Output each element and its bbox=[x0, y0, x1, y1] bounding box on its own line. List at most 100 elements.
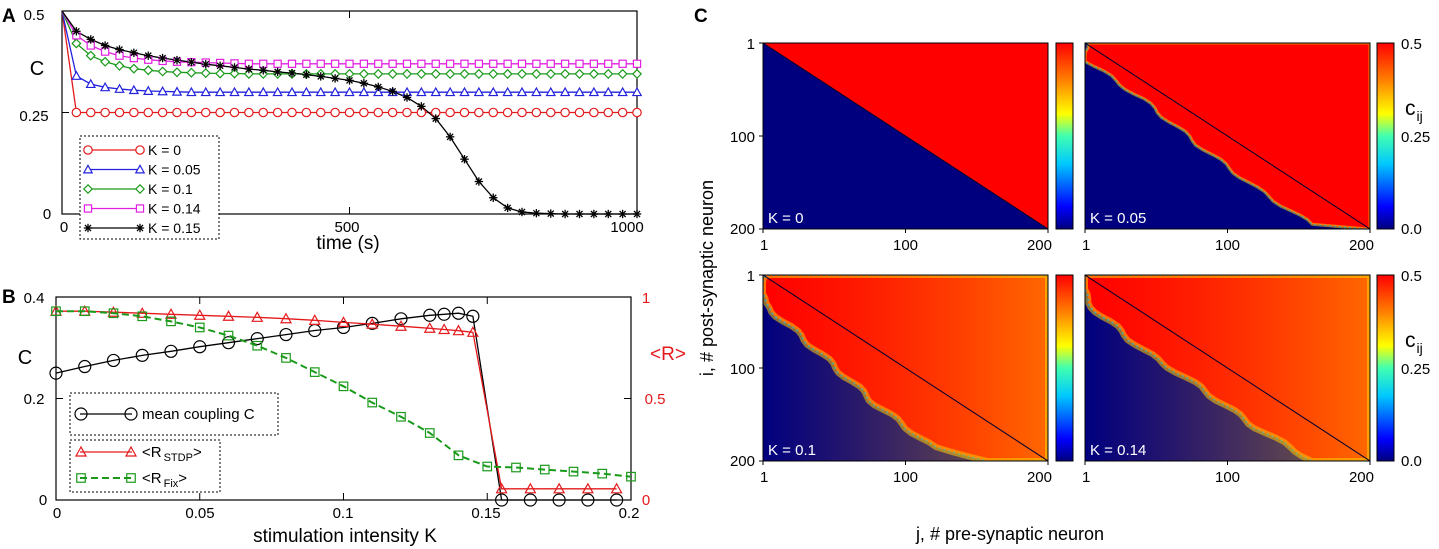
legend-marker-b-0 bbox=[74, 407, 88, 421]
x-axis-label-a: time (s) bbox=[316, 233, 379, 254]
data-point-a-1 bbox=[114, 83, 125, 93]
data-point-a-2 bbox=[215, 68, 226, 79]
y-tick-label-a-0: 0 bbox=[43, 206, 51, 223]
data-point-a-1 bbox=[315, 86, 326, 97]
data-point-a-4 bbox=[359, 79, 369, 88]
data-point-a-3 bbox=[532, 59, 541, 68]
data-point-a-0 bbox=[301, 107, 312, 118]
data-point-a-1 bbox=[488, 86, 499, 97]
data-point-a-4 bbox=[517, 207, 527, 217]
data-point-a-4 bbox=[431, 114, 440, 123]
series-group-b bbox=[49, 304, 636, 507]
heatmap-label-3: K = 0.14 bbox=[1090, 442, 1146, 459]
data-point-a-1 bbox=[430, 86, 441, 97]
data-point-a-0 bbox=[603, 107, 614, 118]
data-point-a-1 bbox=[71, 70, 82, 80]
legend-marker-a-1 bbox=[134, 164, 146, 174]
data-point-a-4 bbox=[489, 193, 498, 202]
legend-marker-a-1 bbox=[82, 164, 94, 174]
data-point-b-0 bbox=[193, 340, 207, 354]
data-point-b-0 bbox=[581, 493, 595, 507]
colorbar-label-3: cij bbox=[1405, 329, 1423, 356]
colorbar-tick-label-1: 0.0 bbox=[1401, 221, 1422, 238]
data-point-a-3 bbox=[604, 59, 613, 68]
data-point-b-1 bbox=[495, 482, 508, 494]
data-point-b-2 bbox=[453, 450, 464, 461]
data-point-b-0 bbox=[135, 348, 149, 362]
legend-marker-a-2 bbox=[134, 183, 146, 195]
legend-marker-b-1 bbox=[74, 445, 88, 457]
data-point-a-4 bbox=[316, 72, 325, 81]
data-point-a-1 bbox=[559, 86, 571, 97]
heatmap-x-tick-label-0: 200 bbox=[1027, 237, 1052, 254]
data-point-a-1 bbox=[157, 85, 168, 96]
data-point-a-2 bbox=[588, 68, 599, 79]
data-point-a-2 bbox=[560, 68, 571, 79]
data-point-a-2 bbox=[603, 68, 614, 79]
data-point-a-2 bbox=[128, 63, 139, 74]
y-axis-label-c: i, # post-synaptic neuron bbox=[697, 180, 717, 376]
data-point-b-0 bbox=[552, 493, 566, 507]
data-point-b-1 bbox=[394, 319, 408, 331]
series-line-b-0 bbox=[55, 312, 617, 501]
data-point-a-1 bbox=[85, 78, 96, 89]
data-point-a-3 bbox=[287, 59, 297, 68]
data-point-a-0 bbox=[71, 107, 82, 118]
colorbar-label-1: cij bbox=[1405, 97, 1423, 124]
data-point-b-1 bbox=[553, 482, 566, 494]
data-point-a-1 bbox=[143, 85, 154, 95]
data-point-a-3 bbox=[618, 59, 627, 68]
panel-b: B 0.4 0.2 0 1 0.5 0 0 0.05 0.1 0.15 0.2 … bbox=[2, 287, 686, 547]
data-point-b-2 bbox=[194, 322, 205, 333]
y-right-tick-label-b-0.5: 0.5 bbox=[645, 391, 666, 408]
heatmap-y-tick-label-0: 200 bbox=[730, 221, 755, 238]
data-point-b-0 bbox=[250, 332, 264, 346]
data-point-a-4 bbox=[144, 51, 153, 60]
series-line-b-1 bbox=[56, 310, 617, 490]
heatmap-y-tick-label-0: 100 bbox=[730, 129, 755, 146]
data-point-a-0 bbox=[272, 107, 283, 118]
data-point-b-0 bbox=[451, 306, 466, 320]
heatmap-x-tick-label-1: 100 bbox=[1215, 237, 1240, 254]
heatmap-label-1: K = 0.05 bbox=[1090, 210, 1146, 227]
heatmap-diagonal-0 bbox=[763, 43, 1048, 229]
y-right-axis-label-b: <R> bbox=[650, 344, 686, 365]
data-point-a-3 bbox=[417, 59, 426, 68]
data-point-a-4 bbox=[244, 64, 254, 74]
heatmap-y-tick-label-2: 100 bbox=[730, 361, 755, 378]
data-point-a-4 bbox=[187, 57, 196, 67]
data-point-b-0 bbox=[78, 359, 92, 374]
data-point-a-4 bbox=[330, 74, 340, 83]
legend-label-a-0: K = 0 bbox=[148, 142, 181, 158]
data-point-a-3 bbox=[632, 59, 642, 68]
data-point-b-1 bbox=[337, 316, 350, 327]
y-tick-label-b-0.2: 0.2 bbox=[24, 391, 45, 408]
data-point-a-3 bbox=[503, 59, 512, 68]
data-point-b-2 bbox=[223, 330, 234, 341]
data-point-a-0 bbox=[359, 107, 369, 118]
data-point-a-4 bbox=[86, 35, 95, 44]
data-point-a-0 bbox=[258, 107, 269, 118]
legend-marker-a-3 bbox=[135, 204, 145, 213]
data-point-a-1 bbox=[99, 81, 111, 92]
legend-marker-a-4 bbox=[83, 223, 93, 233]
heatmap-diagonal-2 bbox=[763, 275, 1048, 461]
legend-label-b-0: mean coupling C bbox=[142, 406, 255, 423]
data-point-b-1 bbox=[524, 482, 537, 494]
data-point-b-2 bbox=[626, 471, 636, 482]
data-point-a-2 bbox=[531, 68, 542, 79]
data-point-b-0 bbox=[466, 309, 480, 323]
x-tick-label-b-0.05: 0.05 bbox=[185, 505, 214, 522]
x-tick-label-b-0.2: 0.2 bbox=[619, 505, 640, 522]
data-point-a-2 bbox=[71, 38, 82, 49]
data-point-a-1 bbox=[373, 86, 384, 97]
heatmap-x-tick-label-0: 100 bbox=[893, 237, 918, 254]
data-point-a-3 bbox=[546, 59, 555, 68]
data-point-a-4 bbox=[546, 209, 555, 218]
data-point-b-1 bbox=[466, 326, 479, 337]
data-point-a-2 bbox=[243, 68, 254, 79]
data-point-a-0 bbox=[315, 107, 326, 118]
colorbar-tick-label-3: 0.25 bbox=[1401, 361, 1430, 378]
y-tick-label-a-0.5: 0.5 bbox=[24, 7, 45, 24]
